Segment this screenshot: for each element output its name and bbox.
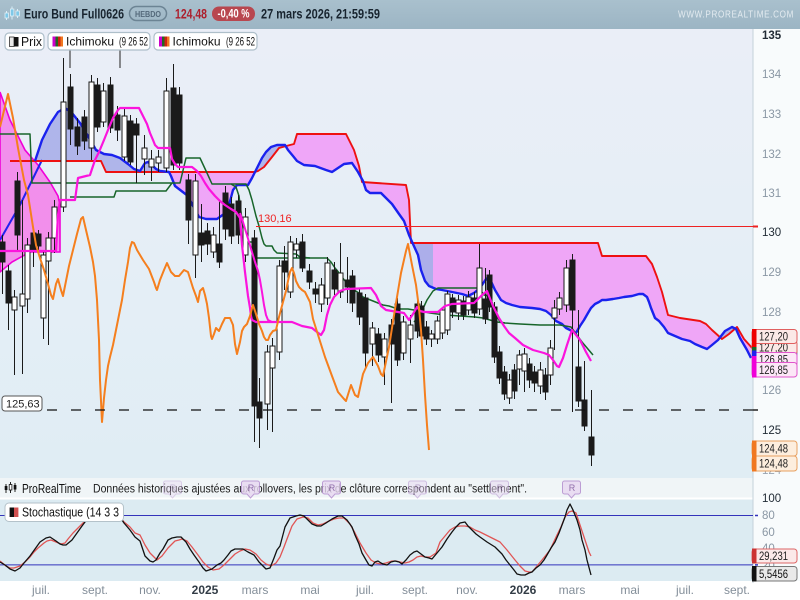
- svg-text:131: 131: [762, 188, 781, 200]
- svg-text:125,63: 125,63: [6, 399, 40, 411]
- svg-text:R: R: [497, 483, 504, 493]
- svg-text:(9 26 52: (9 26 52: [119, 35, 148, 49]
- svg-text:Ichimoku: Ichimoku: [66, 35, 114, 49]
- svg-text:juil.: juil.: [355, 583, 374, 597]
- svg-text:2025: 2025: [192, 583, 219, 597]
- svg-text:mai: mai: [300, 583, 319, 597]
- svg-text:60: 60: [762, 527, 775, 539]
- svg-text:mars: mars: [242, 583, 269, 597]
- svg-text:Euro Bund Full0626: Euro Bund Full0626: [24, 7, 124, 22]
- svg-text:sept.: sept.: [82, 583, 108, 597]
- svg-text:127,20: 127,20: [759, 332, 788, 344]
- svg-text:WWW.PROREALTIME.COM: WWW.PROREALTIME.COM: [678, 10, 794, 21]
- svg-text:125: 125: [762, 425, 781, 437]
- svg-text:Données historiques ajustées a: Données historiques ajustées aux rollove…: [93, 484, 527, 496]
- svg-text:100: 100: [762, 493, 781, 505]
- svg-text:HEBDO: HEBDO: [135, 9, 161, 19]
- svg-text:134: 134: [762, 69, 782, 81]
- svg-text:Ichimoku: Ichimoku: [173, 35, 221, 49]
- svg-text:129: 129: [762, 267, 781, 279]
- svg-text:124,48: 124,48: [175, 7, 207, 22]
- svg-text:R: R: [329, 483, 336, 493]
- svg-text:nov.: nov.: [139, 583, 161, 597]
- svg-text:126: 126: [762, 385, 781, 397]
- svg-text:Prix: Prix: [21, 35, 43, 49]
- svg-text:-0,40 %: -0,40 %: [218, 9, 250, 21]
- svg-text:2026: 2026: [510, 583, 537, 597]
- svg-text:126,85: 126,85: [759, 365, 788, 377]
- svg-text:128: 128: [762, 307, 781, 319]
- svg-text:124,48: 124,48: [759, 444, 788, 456]
- svg-text:(9 26 52: (9 26 52: [226, 35, 255, 49]
- svg-text:130,16: 130,16: [258, 213, 292, 225]
- svg-text:124,48: 124,48: [759, 459, 788, 471]
- svg-text:juil.: juil.: [675, 583, 694, 597]
- svg-text:sept.: sept.: [402, 583, 428, 597]
- svg-text:sept.: sept.: [724, 583, 750, 597]
- svg-text:132: 132: [762, 149, 781, 161]
- svg-text:R: R: [170, 483, 177, 493]
- svg-text:133: 133: [762, 109, 781, 121]
- svg-text:Stochastique (14 3 3: Stochastique (14 3 3: [22, 506, 119, 520]
- svg-text:135: 135: [762, 30, 782, 42]
- svg-text:ProRealTime: ProRealTime: [22, 482, 81, 496]
- svg-text:27 mars 2026, 21:59:59: 27 mars 2026, 21:59:59: [261, 7, 380, 22]
- svg-text:nov.: nov.: [456, 583, 478, 597]
- svg-text:mai: mai: [620, 583, 639, 597]
- svg-text:5,5456: 5,5456: [759, 569, 788, 581]
- svg-text:80: 80: [762, 510, 775, 522]
- svg-text:R: R: [569, 483, 576, 493]
- svg-text:127,20: 127,20: [759, 343, 788, 355]
- svg-text:R: R: [248, 483, 255, 493]
- svg-text:juil.: juil.: [31, 583, 50, 597]
- svg-text:130: 130: [762, 227, 781, 239]
- svg-text:R: R: [415, 483, 422, 493]
- svg-text:29,231: 29,231: [759, 551, 788, 563]
- svg-text:mars: mars: [559, 583, 586, 597]
